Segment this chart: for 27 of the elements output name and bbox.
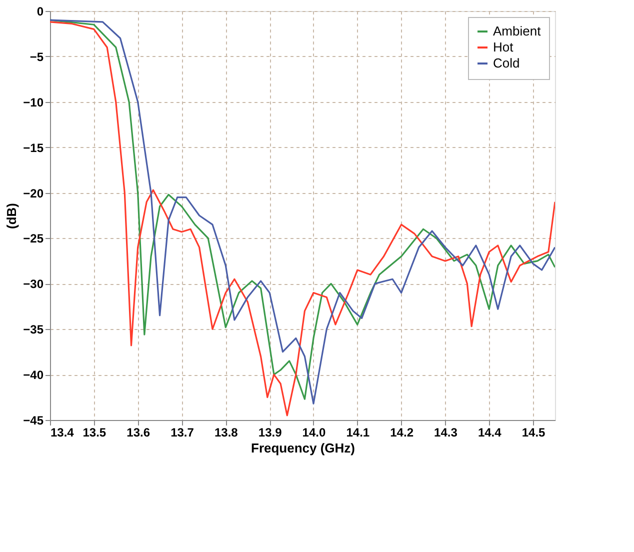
legend-label: Hot — [493, 40, 514, 54]
y-tick-label: −5 — [30, 50, 44, 64]
x-tick-label: 14.1 — [346, 426, 370, 440]
y-tick-label: −45 — [23, 414, 44, 428]
y-tick-label: −30 — [23, 277, 44, 292]
y-tick-label: −25 — [23, 232, 44, 246]
x-tick-label: 14.3 — [434, 426, 458, 440]
y-tick-label: −40 — [23, 368, 44, 382]
x-tick-label: 14.0 — [302, 426, 326, 440]
y-tick-label: −35 — [23, 322, 44, 337]
y-axis-title: (dB) — [4, 203, 20, 229]
x-tick-label: 13.9 — [258, 426, 282, 440]
y-tick-label: −20 — [23, 186, 44, 200]
x-tick-label: 13.7 — [170, 426, 194, 440]
y-tick-label: −10 — [23, 95, 44, 110]
x-tick-label: 14.2 — [390, 426, 414, 440]
x-tick-label: 14.4 — [478, 426, 502, 440]
y-tick-label: −15 — [23, 140, 44, 155]
y-tick-label: 0 — [36, 4, 44, 18]
x-tick-label: 14.5 — [522, 426, 546, 440]
x-axis-title: Frequency (GHz) — [250, 440, 356, 456]
legend-label: Ambient — [493, 24, 542, 38]
legend-label: Cold — [493, 56, 520, 70]
x-tick-label: 13.4 — [50, 426, 74, 440]
x-tick-label: 13.5 — [82, 426, 106, 440]
x-tick-label: 13.6 — [126, 426, 150, 440]
x-tick-label: 13.8 — [214, 426, 238, 440]
